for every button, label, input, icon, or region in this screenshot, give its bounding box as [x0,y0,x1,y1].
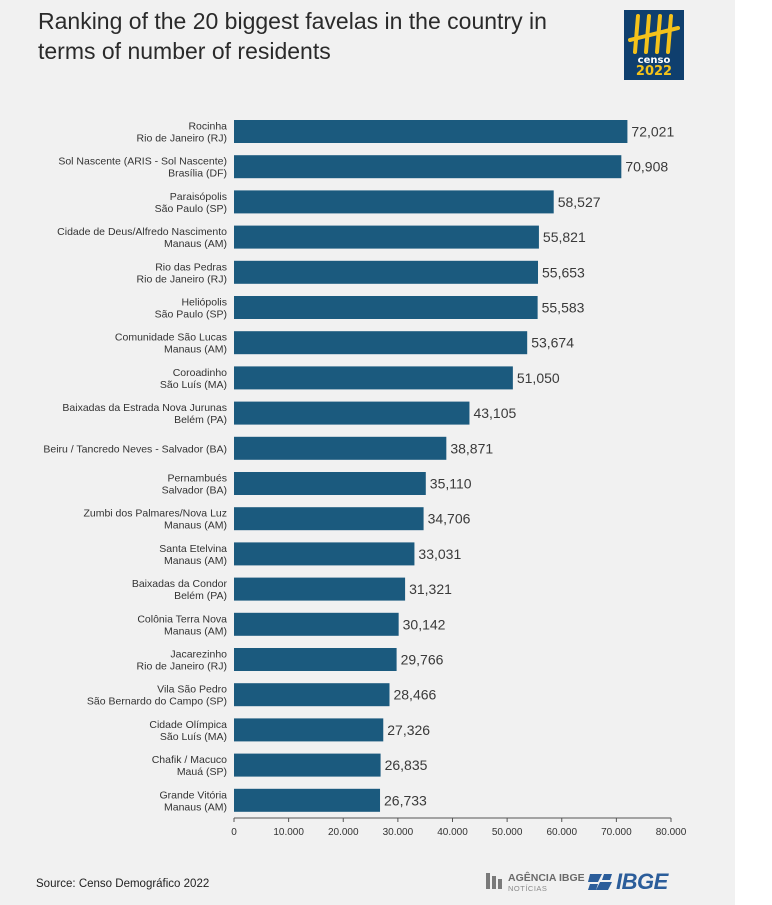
bar [234,155,622,179]
value-label: 29,766 [401,652,444,668]
x-tick-label: 50.000 [492,827,523,835]
censo-tally-icon [628,14,680,54]
x-tick-label: 30.000 [383,827,414,835]
value-label: 55,821 [543,229,586,245]
value-label: 27,326 [387,722,430,738]
category-label: Sol Nascente (ARIS - Sol Nascente) Brasíl… [58,156,227,180]
agencia-ibge-logo: AGÊNCIA IBGE NOTÍCIAS [484,869,585,895]
value-label: 26,835 [385,757,428,773]
bar [234,296,538,319]
category-label: Colônia Terra Nova Manaus (AM) [137,613,227,637]
bar [234,542,415,566]
category-label: Pernambués Salvador (BA) [162,473,227,497]
bar [234,472,426,495]
logo-word-censo: censo [637,55,671,66]
value-label: 55,583 [542,300,585,316]
bar [234,120,628,143]
x-tick-label: 60.000 [546,827,577,835]
agencia-ibge-sub: NOTÍCIAS [508,884,548,893]
chart-title: Ranking of the 20 biggest favelas in the… [38,8,547,64]
ibge-logo: IBGE [588,868,688,896]
value-label: 34,706 [428,511,471,527]
value-label: 35,110 [430,476,472,492]
value-label: 31,321 [409,581,452,597]
value-label: 30,142 [403,616,446,632]
censo-2022-logo: censo 2022 [624,10,684,80]
value-label: 51,050 [517,370,560,386]
bar [234,788,381,812]
bar [234,648,397,671]
category-label: Cidade de Deus/Alfredo Nascimento Manaus … [57,226,227,250]
value-label: 55,653 [542,264,585,280]
bar [234,260,539,284]
bar [234,577,406,601]
logo-word-year: 2022 [635,64,673,79]
bar [234,753,381,777]
value-label: 72,021 [631,124,674,140]
x-tick-label: 80.000 [656,827,687,835]
category-label: Rio das Pedras Rio de Janeiro (RJ) [137,261,227,285]
value-label: 43,105 [473,405,516,421]
x-tick-label: 70.000 [601,827,632,835]
x-tick-label: 40.000 [437,827,468,835]
agencia-ibge-name: AGÊNCIA IBGE [508,872,585,884]
category-label: Beiru / Tancredo Neves - Salvador (BA) [43,443,227,455]
value-label: 70,908 [625,159,668,175]
bar [234,436,447,460]
x-tick-label: 20.000 [328,827,359,835]
bar-chart: 72,021 Rocinha Rio de Janeiro (RJ) 70,908 So… [43,120,687,835]
value-label: 58,527 [558,194,601,210]
bar [234,225,539,249]
category-label: Jacarezinho Rio de Janeiro (RJ) [137,649,228,673]
category-label: Baixadas da Estrada Nova Jurunas Belém (P… [62,402,227,426]
bar [234,683,390,707]
value-label: 26,733 [384,792,427,808]
category-label: Baixadas da Condor Belém (PA) [132,578,228,602]
category-label: Santa Etelvina Manaus (AM) [159,543,227,567]
category-label: Cidade Olímpica São Luís (MA) [149,719,227,743]
category-label: Chafik / Macuco Mauá (SP) [152,754,227,778]
category-label: Rocinha Rio de Janeiro (RJ) [137,121,228,145]
category-label: Coroadinho São Luís (MA) [160,367,227,391]
bar [234,190,554,214]
bar [234,718,384,742]
x-tick-label: 0 [231,827,237,835]
x-tick-label: 10.000 [273,827,304,835]
bar [234,507,424,531]
agencia-ibge-icon [486,873,502,889]
bar [234,331,528,355]
value-label: 33,031 [418,546,461,562]
value-label: 28,466 [393,687,436,703]
category-label: Grande Vitória Manaus (AM) [159,789,227,813]
category-label: Paraisópolis São Paulo (SP) [155,191,227,215]
value-label: 53,674 [531,335,574,351]
bar [234,612,399,636]
category-label: Zumbi dos Palmares/Nova Luz Manaus (AM) [83,508,227,532]
ibge-wordmark: IBGE [616,869,668,894]
bar [234,366,513,390]
source-note: Source: Censo Demográfico 2022 [36,878,210,890]
category-label: Vila São Pedro São Bernardo do Campo (SP) [87,684,227,708]
category-label: Heliópolis São Paulo (SP) [155,297,227,321]
ibge-mark-icon [588,874,612,890]
value-label: 38,871 [450,440,493,456]
category-label: Comunidade São Lucas Manaus (AM) [115,332,227,356]
bar [234,401,470,425]
chart-panel: Ranking of the 20 biggest favelas in the… [0,0,735,905]
